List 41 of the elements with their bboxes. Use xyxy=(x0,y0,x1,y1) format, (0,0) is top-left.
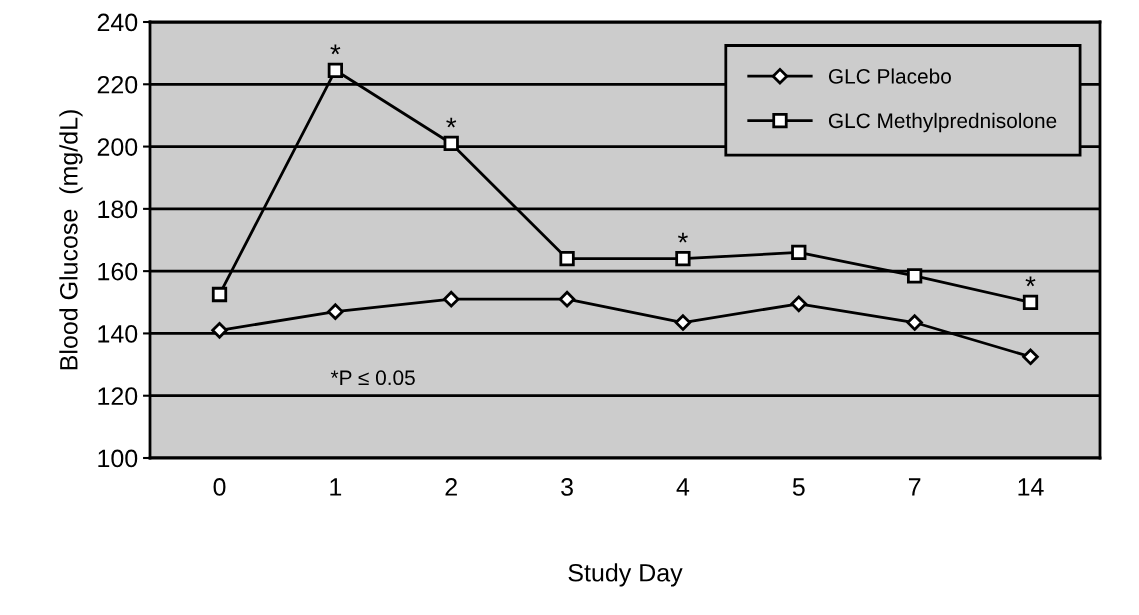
point xyxy=(674,314,692,331)
annotation: *P ≤ 0.05 xyxy=(330,370,415,386)
y-tick-label: 200 xyxy=(97,138,138,156)
point xyxy=(327,62,344,78)
point xyxy=(906,268,923,284)
point xyxy=(559,251,575,267)
point xyxy=(211,322,228,339)
y-tick-label: 100 xyxy=(98,449,138,468)
y-tick-label: 180 xyxy=(98,200,138,219)
point xyxy=(1022,294,1039,310)
point xyxy=(442,290,460,308)
point xyxy=(327,303,344,320)
x-tick-label: 14 xyxy=(1018,478,1044,496)
legend-label: GLC Placebo xyxy=(828,68,951,84)
point xyxy=(791,244,807,261)
x-tick-label: 7 xyxy=(908,478,921,496)
x-tick-label: 5 xyxy=(792,478,805,496)
x-tick-label: 3 xyxy=(561,478,573,496)
y-tick-label: 140 xyxy=(98,325,138,343)
annotation: * xyxy=(1025,276,1036,287)
point xyxy=(675,251,691,267)
x-tick-label: 0 xyxy=(213,478,226,496)
point xyxy=(211,286,228,303)
x-tick-label: 1 xyxy=(330,478,342,496)
y-tick-label: 240 xyxy=(97,13,138,32)
annotation: * xyxy=(446,117,457,128)
point xyxy=(558,290,576,308)
y-tick-label: 160 xyxy=(98,262,138,281)
point xyxy=(906,314,923,331)
annotation: * xyxy=(330,44,341,55)
annotation: * xyxy=(677,232,688,243)
x-tick-label: 4 xyxy=(676,478,690,496)
y-tick-label: 120 xyxy=(98,387,138,406)
point xyxy=(790,295,808,313)
point xyxy=(443,135,459,152)
y-tick-label: 220 xyxy=(97,75,138,94)
legend-label: GLC Methylprednisolone xyxy=(828,112,1057,133)
y-axis-title: Blood Glucose (mg/dL) xyxy=(59,110,83,370)
x-tick-label: 2 xyxy=(445,478,457,496)
point xyxy=(1022,348,1039,366)
x-axis-title: Study Day xyxy=(568,563,683,587)
